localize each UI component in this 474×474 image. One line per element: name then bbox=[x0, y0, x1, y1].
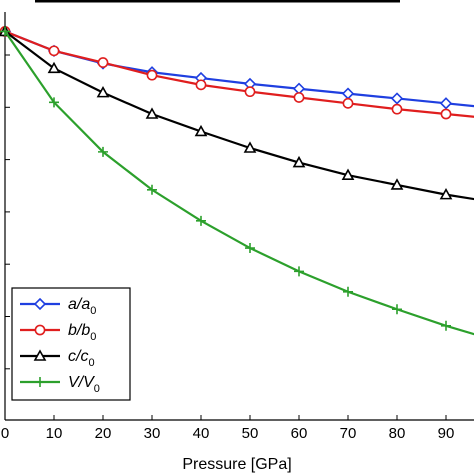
x-tick-label: 20 bbox=[95, 425, 112, 442]
data-point bbox=[293, 92, 305, 103]
data-point bbox=[96, 85, 110, 98]
data-point bbox=[244, 86, 256, 98]
data-point bbox=[49, 97, 59, 108]
x-tick-label: 60 bbox=[291, 425, 308, 442]
data-point bbox=[441, 320, 451, 331]
x-tick-label: 70 bbox=[340, 425, 357, 442]
data-point bbox=[194, 124, 208, 137]
x-tick-label: 10 bbox=[46, 425, 63, 442]
data-point bbox=[390, 92, 404, 105]
x-ticks: 0 10 20 30 40 50 60 70 80 90 bbox=[1, 415, 455, 442]
legend-entry: b/b0 bbox=[68, 322, 96, 343]
data-point bbox=[440, 108, 452, 120]
legend-marker bbox=[35, 377, 45, 387]
x-tick-label: 40 bbox=[193, 425, 210, 442]
data-point bbox=[342, 97, 354, 109]
data-point bbox=[294, 266, 304, 277]
x-axis-label: Pressure [GPa] bbox=[182, 456, 291, 473]
plot-frame bbox=[4, 12, 474, 421]
legend: a/a0 b/b0 c/c0 V/V0 bbox=[11, 287, 131, 401]
data-point bbox=[47, 61, 61, 74]
x-tick-label: 80 bbox=[389, 425, 406, 442]
data-point bbox=[146, 69, 158, 81]
series-line bbox=[4, 30, 474, 118]
x-tick-label: 0 bbox=[1, 425, 9, 442]
data-point bbox=[243, 141, 257, 153]
data-point bbox=[341, 87, 355, 100]
data-point bbox=[98, 146, 108, 157]
legend-marker bbox=[33, 297, 47, 311]
legend-marker bbox=[33, 349, 47, 361]
x-tick-label: 90 bbox=[438, 425, 455, 442]
data-point bbox=[245, 243, 255, 254]
data-point bbox=[391, 103, 403, 115]
data-point bbox=[292, 155, 306, 168]
data-point bbox=[196, 215, 206, 226]
series-layer bbox=[0, 24, 474, 336]
data-point bbox=[0, 26, 10, 37]
data-point bbox=[145, 107, 159, 119]
data-point bbox=[439, 97, 453, 110]
data-point bbox=[439, 187, 453, 200]
data-point bbox=[97, 57, 109, 68]
data-point bbox=[341, 168, 355, 180]
x-tick-label: 30 bbox=[144, 425, 161, 442]
legend-box bbox=[11, 287, 131, 401]
data-point bbox=[343, 286, 353, 297]
x-tick-label: 50 bbox=[242, 425, 259, 442]
data-point bbox=[390, 178, 404, 190]
legend-marker bbox=[34, 324, 46, 336]
data-point bbox=[195, 79, 207, 91]
data-point bbox=[147, 184, 157, 195]
data-point bbox=[392, 304, 402, 315]
data-point bbox=[48, 45, 60, 57]
legend-entry: V/V0 bbox=[68, 374, 100, 395]
legend-entry: c/c0 bbox=[68, 348, 95, 369]
series-line bbox=[4, 30, 474, 108]
legend-entry: a/a0 bbox=[68, 296, 96, 317]
